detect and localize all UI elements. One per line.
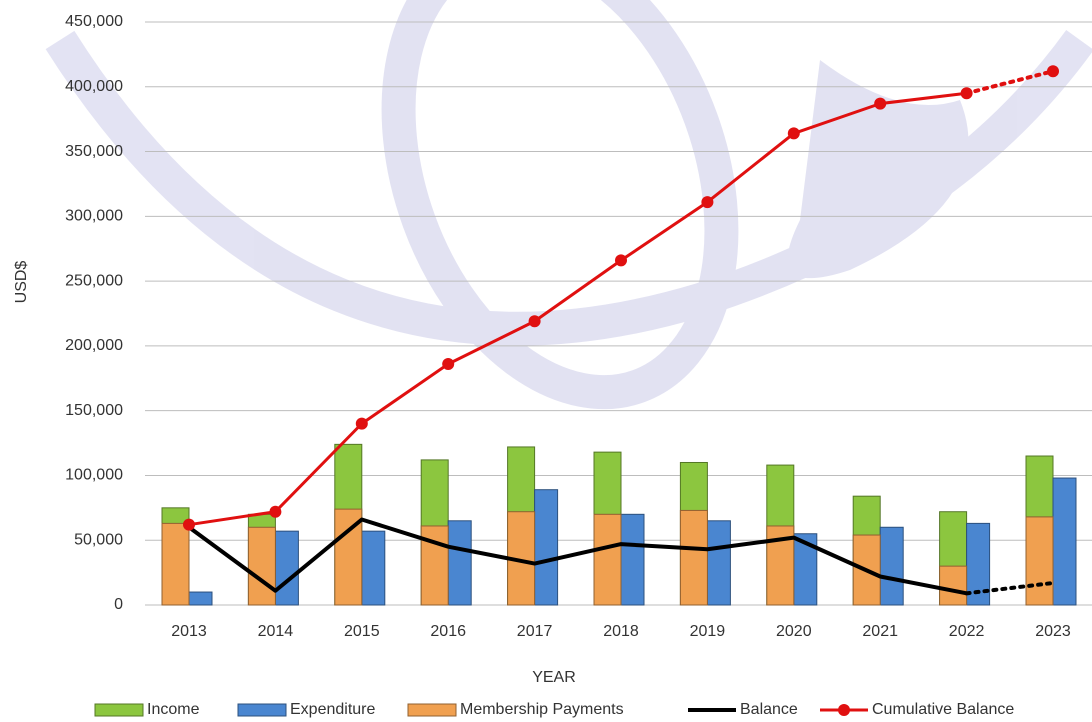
bar (274, 530, 299, 606)
bar (534, 489, 559, 606)
legend-label: Cumulative Balance (872, 701, 1014, 718)
bar (879, 526, 904, 606)
watermark (45, 0, 1092, 410)
legend-label: Income (147, 701, 200, 718)
bar (447, 520, 472, 606)
line-projection (964, 69, 1055, 96)
legend-swatch (94, 703, 144, 717)
y-tick-label: 50,000 (74, 531, 123, 548)
marker (528, 315, 541, 328)
y-axis-title: USD$ (13, 261, 30, 304)
marker (355, 417, 368, 430)
bar (620, 513, 645, 606)
marker (874, 97, 887, 110)
x-tick-label: 2018 (603, 623, 639, 640)
line (187, 517, 967, 596)
marker (269, 505, 282, 518)
y-tick-label: 350,000 (65, 143, 123, 160)
x-axis-title: YEAR (532, 669, 576, 686)
y-tick-label: 250,000 (65, 272, 123, 289)
bar (706, 520, 731, 606)
x-tick-label: 2022 (949, 623, 985, 640)
bar (1052, 477, 1077, 606)
y-tick-label: 450,000 (65, 13, 123, 30)
y-tick-label: 0 (114, 596, 123, 613)
y-tick-label: 100,000 (65, 467, 123, 484)
line (188, 91, 967, 527)
x-tick-label: 2015 (344, 623, 380, 640)
x-tick-label: 2016 (430, 623, 466, 640)
marker (701, 196, 714, 209)
legend-label: Balance (740, 701, 798, 718)
bar (361, 530, 386, 606)
marker (787, 127, 800, 140)
marker (960, 87, 973, 100)
bar (188, 591, 213, 606)
marker (183, 518, 195, 531)
legend-swatch (407, 703, 457, 717)
legend-label: Expenditure (290, 701, 375, 718)
bar (593, 513, 622, 606)
line-projection (964, 580, 1055, 596)
x-tick-label: 2017 (517, 623, 553, 640)
x-tick-label: 2023 (1035, 623, 1071, 640)
legend-swatch (237, 703, 287, 717)
y-tick-label: 200,000 (65, 337, 123, 354)
bar (939, 565, 968, 606)
marker (615, 254, 627, 267)
x-tick-label: 2021 (862, 623, 898, 640)
bar (1025, 516, 1054, 606)
bar (247, 526, 276, 606)
x-tick-label: 2020 (776, 623, 812, 640)
x-tick-label: 2013 (171, 623, 207, 640)
x-tick-label: 2014 (258, 623, 294, 640)
bar (679, 509, 708, 606)
legend-label: Membership Payments (460, 701, 624, 718)
x-tick-label: 2019 (690, 623, 726, 640)
bar (161, 522, 190, 606)
y-tick-label: 150,000 (65, 402, 123, 419)
marker (442, 358, 455, 371)
legend-marker (838, 704, 850, 716)
y-tick-label: 300,000 (65, 208, 123, 225)
y-tick-label: 400,000 (65, 78, 123, 95)
bar (966, 522, 991, 606)
marker (1047, 65, 1059, 78)
